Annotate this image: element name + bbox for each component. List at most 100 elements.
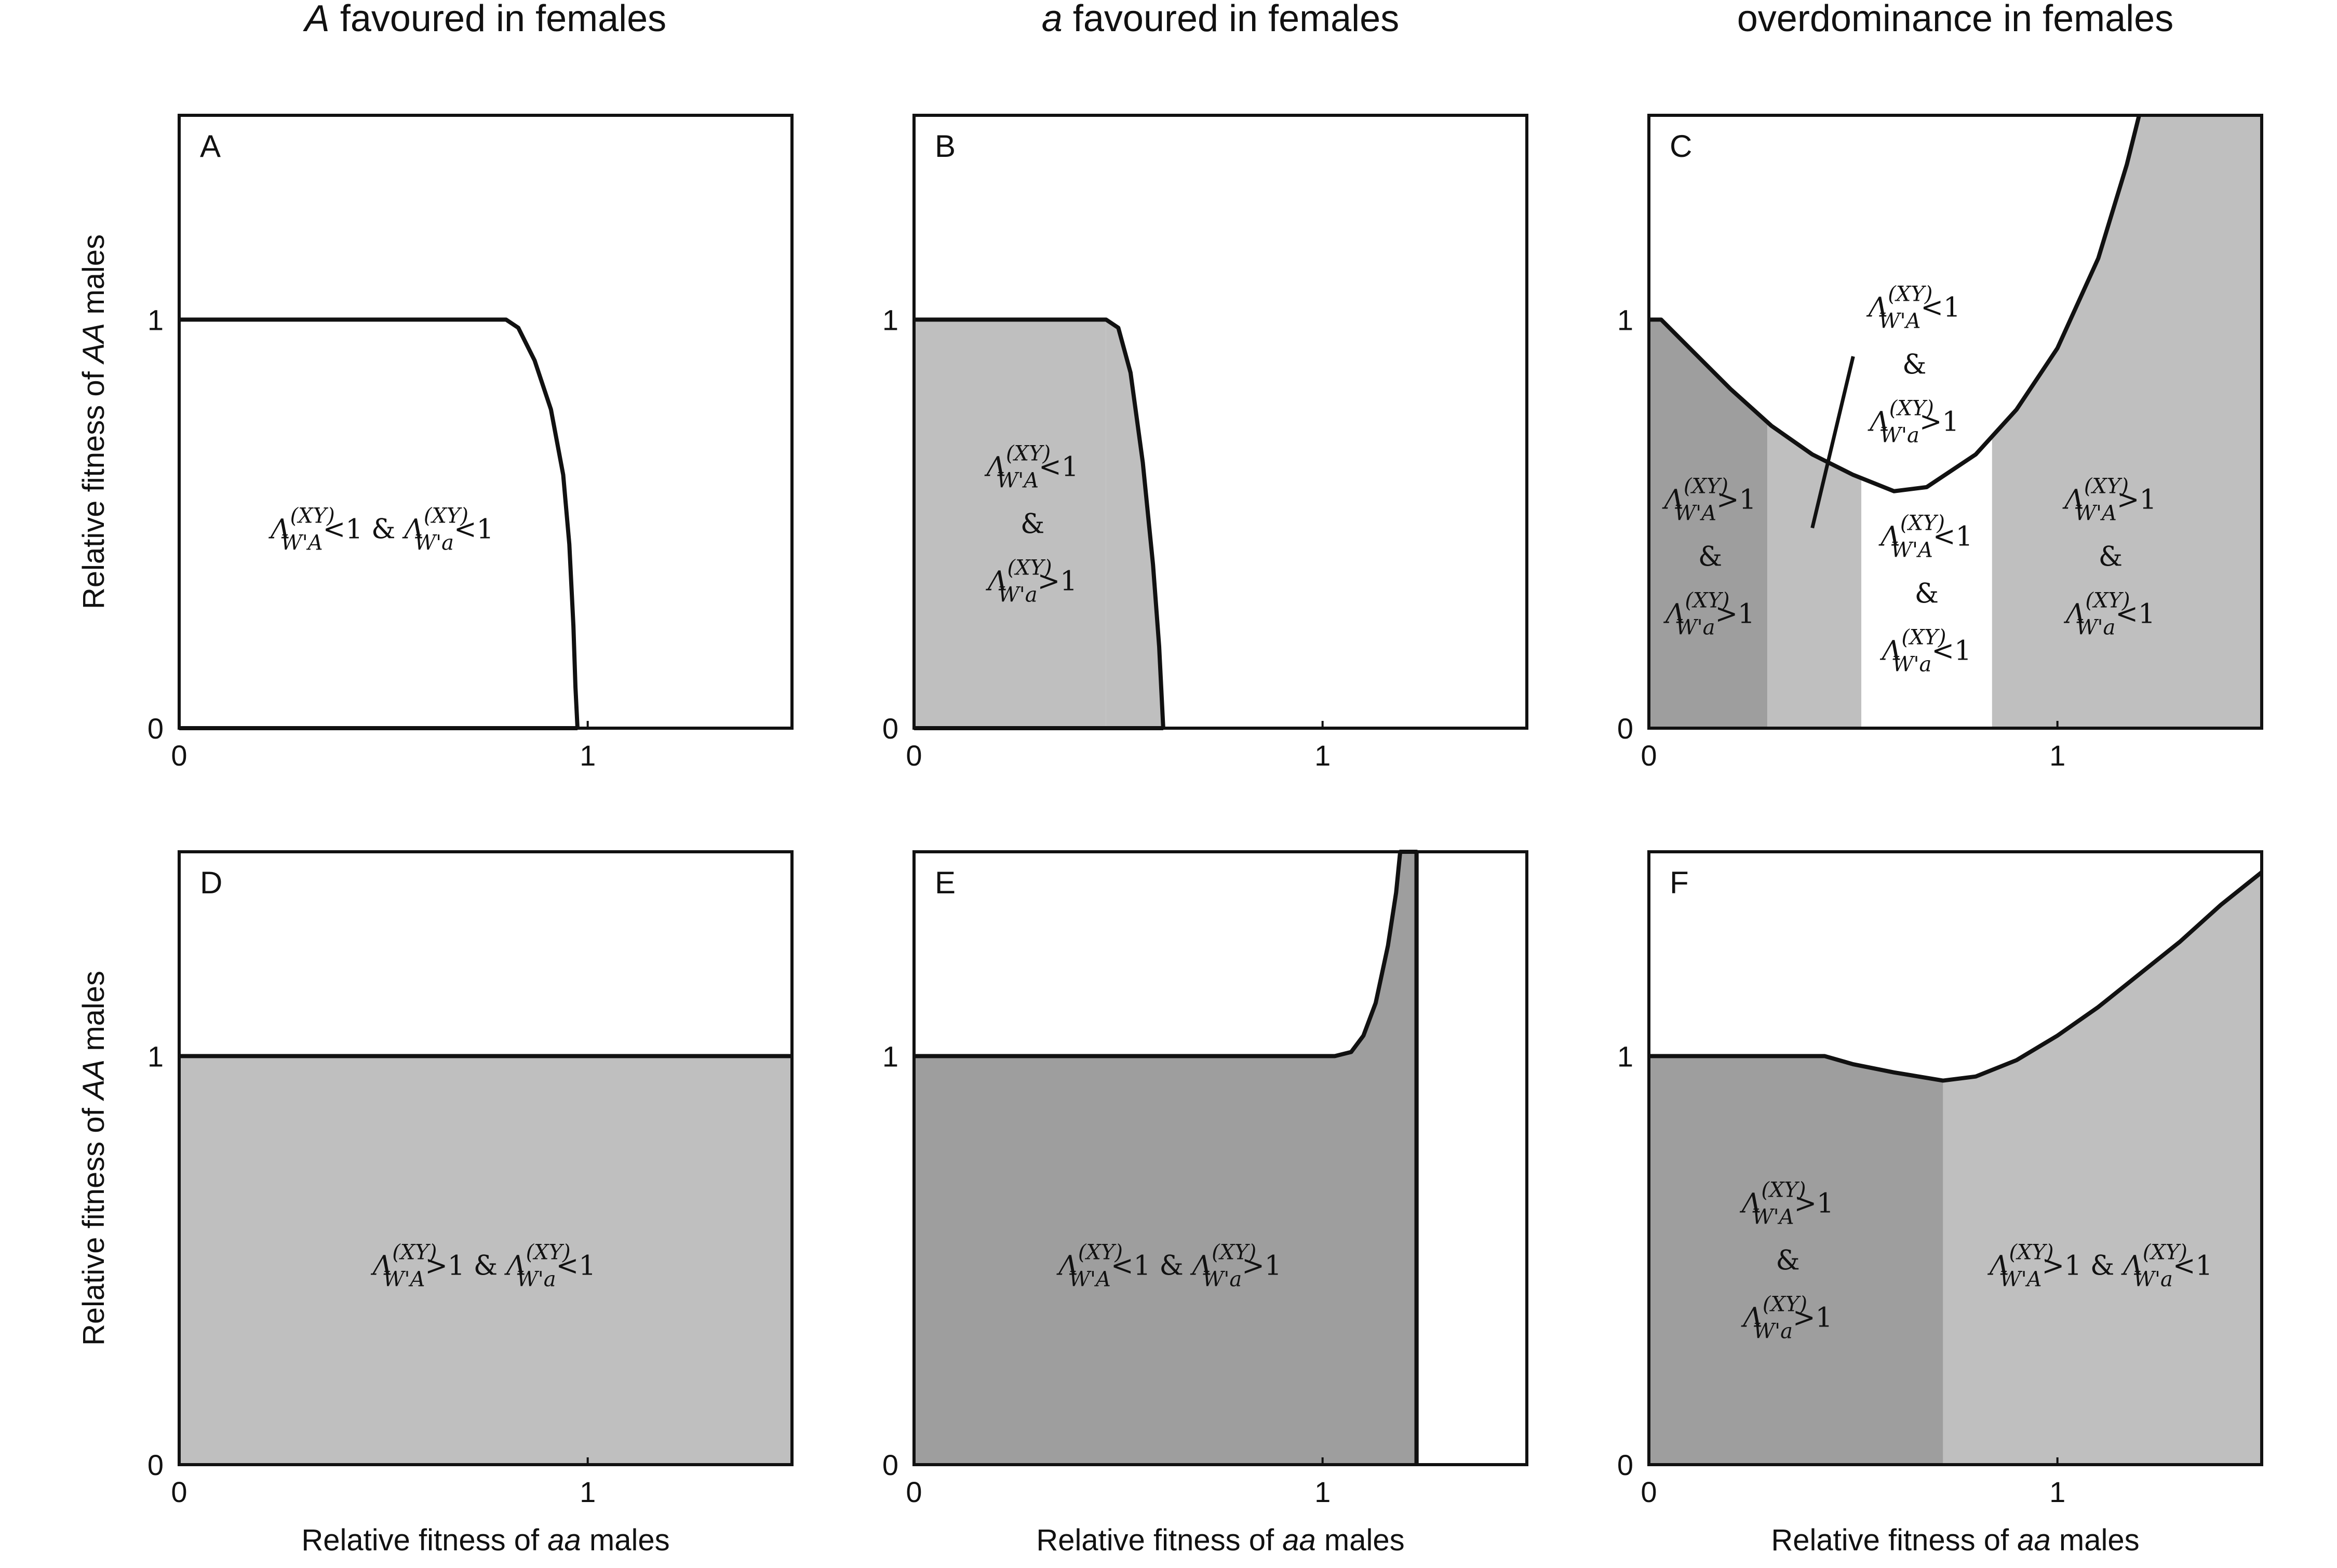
x-tick-label: 0	[906, 739, 922, 772]
x-axis-label: Relative fitness of aa males	[1771, 1523, 2139, 1557]
x-tick-label: 1	[2049, 1476, 2065, 1508]
panel-frame	[178, 850, 794, 1466]
y-tick-label: 0	[147, 1449, 164, 1481]
panel-letter: D	[200, 865, 222, 900]
svg-text:Λ(XY)W'a>1: Λ(XY) W'a>1	[1868, 397, 1959, 448]
svg-text:Λ(XY)W'A>1: Λ(XY) W'A>1	[1740, 1178, 1834, 1229]
panel-frame	[178, 114, 794, 730]
svg-text:Λ(XY)W'a>1: Λ(XY) W'a>1	[986, 556, 1077, 607]
svg-text:&: &	[371, 514, 395, 545]
svg-text:Λ(XY)W'A>1: Λ(XY) W'A>1	[1987, 1241, 2081, 1292]
region-fill	[1767, 115, 1862, 728]
column-title-2: a favoured in females	[1042, 0, 1399, 39]
panel-regions	[914, 852, 1527, 1465]
region-fill	[1649, 852, 1943, 1465]
region-label: Λ(XY)W'A<1 & Λ(XY)W'a<1	[1878, 511, 1972, 676]
panel-regions	[914, 115, 1527, 728]
svg-text:&: &	[1776, 1245, 1799, 1277]
region-fill	[179, 115, 792, 728]
svg-text:Λ(XY)W'A>1: Λ(XY) W'A>1	[371, 1241, 465, 1292]
panel-regions	[179, 852, 792, 1465]
axis-labels: Relative fitness of aa males Relative fit…	[77, 234, 2140, 1557]
y-tick-label: 0	[882, 1449, 898, 1481]
y-tick-label: 1	[882, 1040, 898, 1073]
region-fill	[914, 852, 1417, 1465]
panel-letter: E	[935, 865, 956, 900]
panel-regions	[1649, 852, 2262, 1465]
panel-B: B 0 1 0 1 Λ(XY) W'A<1 & Λ(XY) W'a>1	[882, 114, 1528, 772]
svg-text:&: &	[2090, 1251, 2114, 1282]
svg-text:Λ(XY)W'A<1: Λ(XY) W'A<1	[268, 504, 362, 555]
panel-letter: C	[1670, 129, 1692, 164]
boundary-curve	[1649, 115, 2141, 493]
svg-text:Λ(XY)W'A<1: Λ(XY) W'A<1	[1866, 283, 1960, 333]
x-tick-label: 0	[906, 1476, 922, 1508]
svg-text:&: &	[2099, 541, 2123, 572]
region-label: Λ(XY)W'A<1 & Λ(XY)W'a>1	[1866, 283, 1960, 448]
region-label: Λ(XY)W'A<1 & Λ(XY)W'a>1	[984, 442, 1078, 607]
column-title-1: A favoured in females	[303, 0, 666, 39]
svg-text:Λ(XY)W'a<1: Λ(XY) W'a<1	[2064, 588, 2155, 639]
y-tick-label: 1	[147, 303, 164, 336]
svg-text:Λ(XY)W'a<1: Λ(XY) W'a<1	[1880, 625, 1971, 676]
panel-frame	[912, 114, 1528, 730]
x-axis-label: Relative fitness of aa males	[301, 1523, 669, 1557]
boundary-curve	[1649, 870, 2263, 1083]
column-title-3: overdominance in females	[1737, 0, 2173, 39]
column-titles: A favoured in females a favoured in femal…	[303, 0, 2173, 39]
svg-text:&: &	[1915, 578, 1939, 609]
y-tick-label: 1	[1617, 1040, 1633, 1073]
region-fill	[1943, 852, 2262, 1465]
region-fill	[914, 115, 1106, 728]
label-pointer	[1810, 356, 1855, 529]
region-label: Λ(XY)W'A>1 & Λ(XY)W'a<1	[2062, 474, 2156, 639]
x-tick-label: 1	[1314, 1476, 1331, 1508]
region-fill	[179, 852, 792, 1465]
svg-text:Λ(XY)W'A<1: Λ(XY) W'A<1	[984, 442, 1078, 493]
panel-letter: F	[1670, 865, 1689, 900]
region-label: Λ(XY)W'A>1&Λ(XY)W'a<1	[1987, 1241, 2213, 1292]
svg-text:Λ(XY)W'A>1: Λ(XY) W'A>1	[2062, 474, 2156, 525]
panel-frame	[912, 850, 1528, 1466]
x-tick-label: 0	[1641, 739, 1657, 772]
region-fill	[1861, 115, 1992, 728]
y-axis-label: Relative fitness of AA males	[77, 234, 111, 609]
y-axis-label: Relative fitness of AA males	[77, 971, 111, 1346]
svg-text:Λ(XY)W'a>1: Λ(XY) W'a>1	[1663, 588, 1755, 639]
panel-A: A 0 1 0 1 Λ(XY) W'A<1 & Λ(XY) W'a<1	[147, 114, 794, 772]
panel-frame	[1647, 850, 2263, 1466]
svg-text:Λ(XY)W'A<1: Λ(XY) W'A<1	[1878, 511, 1972, 562]
region-fill	[1649, 115, 1768, 728]
region-fill	[1992, 115, 2262, 728]
region-label: Λ(XY)W'A>1&Λ(XY)W'a<1	[371, 1241, 596, 1292]
x-tick-label: 1	[2049, 739, 2065, 772]
svg-text:&: &	[474, 1251, 498, 1282]
y-tick-label: 1	[882, 303, 898, 336]
panel-regions	[179, 115, 792, 728]
svg-text:&: &	[1902, 350, 1926, 381]
svg-text:Λ(XY)W'A<1: Λ(XY) W'A<1	[1056, 1241, 1150, 1292]
region-label: Λ(XY)W'A<1&Λ(XY)W'a<1	[268, 504, 494, 555]
boundary-curve	[179, 317, 580, 729]
svg-text:&: &	[1020, 509, 1044, 540]
region-label: Λ(XY)W'A<1&Λ(XY)W'a>1	[1056, 1241, 1282, 1292]
y-tick-label: 0	[147, 712, 164, 745]
x-tick-label: 1	[580, 1476, 596, 1508]
svg-text:Λ(XY)W'a<1: Λ(XY) W'a<1	[2121, 1241, 2212, 1292]
x-tick-label: 0	[1641, 1476, 1657, 1508]
x-tick-label: 0	[171, 739, 187, 772]
svg-text:&: &	[1698, 541, 1722, 572]
region-fill	[1416, 852, 1527, 1465]
panel-E: E 0 1 0 1 Λ(XY) W'A<1 & Λ(XY) W'a>1	[882, 850, 1528, 1508]
y-tick-label: 0	[882, 712, 898, 745]
region-label: Λ(XY) W'A>1 & Λ(XY) W'a>1	[1740, 1178, 1834, 1344]
svg-text:Λ(XY)W'a<1: Λ(XY) W'a<1	[504, 1241, 596, 1292]
svg-text:Λ(XY)W'a>1: Λ(XY) W'a>1	[1741, 1293, 1832, 1344]
panel-letter: B	[935, 129, 956, 164]
y-tick-label: 0	[1617, 712, 1633, 745]
panel-D: D 0 1 0 1 Λ(XY) W'A>1 & Λ(XY) W'a<1	[147, 850, 794, 1508]
